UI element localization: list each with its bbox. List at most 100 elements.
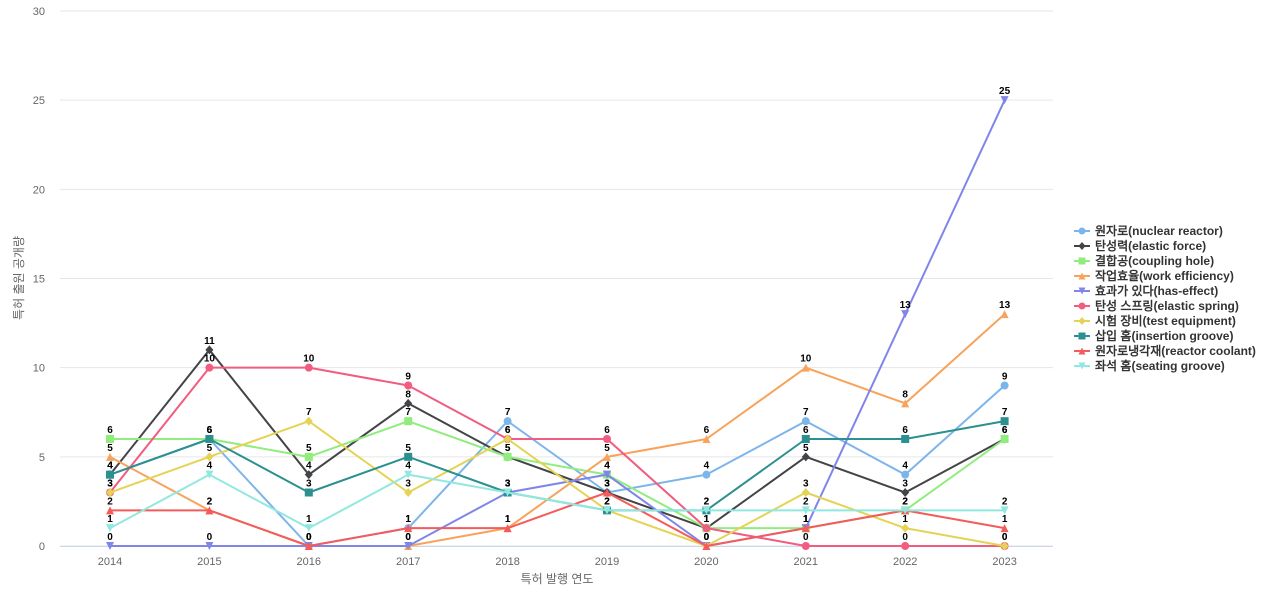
data-point[interactable] <box>801 524 810 533</box>
data-point[interactable] <box>801 452 810 462</box>
data-point[interactable] <box>304 363 313 372</box>
data-point[interactable] <box>106 470 114 479</box>
data-label: 1 <box>803 514 809 525</box>
data-point[interactable] <box>404 470 413 479</box>
data-point[interactable] <box>801 506 810 515</box>
legend-item[interactable]: 원자로냉각재(reactor coolant) <box>1074 343 1256 358</box>
data-point[interactable] <box>503 434 512 444</box>
data-point[interactable] <box>1000 524 1009 533</box>
data-point[interactable] <box>106 452 114 461</box>
data-label: 0 <box>306 532 312 543</box>
data-label: 1 <box>405 514 411 525</box>
legend[interactable]: 원자로(nuclear reactor)탄성력(elastic force)결합… <box>1074 223 1256 373</box>
series-line[interactable] <box>109 473 1005 530</box>
data-point[interactable] <box>702 524 711 533</box>
series-line[interactable] <box>110 491 1005 547</box>
data-label: 9 <box>1002 372 1008 383</box>
data-point[interactable] <box>901 542 910 550</box>
data-label: 3 <box>107 479 113 490</box>
data-point[interactable] <box>205 452 214 462</box>
data-point[interactable] <box>404 542 413 550</box>
data-point[interactable] <box>702 470 711 479</box>
legend-item[interactable]: 작업효율(work efficiency) <box>1074 268 1234 283</box>
data-label: 0 <box>803 532 809 543</box>
data-point[interactable] <box>603 470 611 479</box>
data-point[interactable] <box>106 435 114 443</box>
data-point[interactable] <box>1000 435 1009 443</box>
data-point[interactable] <box>603 452 611 461</box>
data-label: 0 <box>704 532 710 543</box>
data-point[interactable] <box>702 506 711 515</box>
legend-item[interactable]: 탄성력(elastic force) <box>1074 238 1206 253</box>
data-label: 9 <box>405 372 411 383</box>
legend-item[interactable]: 시험 장비(test equipment) <box>1074 313 1236 328</box>
data-point[interactable] <box>901 470 910 479</box>
data-point[interactable] <box>404 417 413 426</box>
data-point[interactable] <box>106 506 114 515</box>
legend-item[interactable]: 원자로(nuclear reactor) <box>1074 223 1223 238</box>
data-point[interactable] <box>1000 541 1009 551</box>
data-point[interactable] <box>503 524 512 533</box>
data-point[interactable] <box>404 488 413 497</box>
data-point[interactable] <box>801 488 810 497</box>
data-point[interactable] <box>503 417 512 426</box>
data-point[interactable] <box>304 524 313 533</box>
data-point[interactable] <box>603 488 611 497</box>
data-point[interactable] <box>205 363 214 372</box>
data-label: 4 <box>107 461 113 472</box>
data-point[interactable] <box>901 488 910 497</box>
data-label: 2 <box>604 496 610 507</box>
legend-item[interactable]: 효과가 있다(has-effect) <box>1074 283 1218 298</box>
data-point[interactable] <box>801 435 810 443</box>
data-point[interactable] <box>106 524 114 533</box>
data-label: 7 <box>1002 407 1008 418</box>
data-point[interactable] <box>901 523 910 533</box>
data-point[interactable] <box>1000 310 1009 319</box>
data-point[interactable] <box>106 542 114 550</box>
legend-item[interactable]: 좌석 홈(seating groove) <box>1074 358 1225 373</box>
data-point[interactable] <box>603 435 611 443</box>
data-point[interactable] <box>404 524 413 533</box>
data-point[interactable] <box>702 542 711 550</box>
data-point[interactable] <box>404 452 413 461</box>
data-point[interactable] <box>1000 96 1009 105</box>
data-point[interactable] <box>901 399 910 408</box>
data-point[interactable] <box>205 345 214 355</box>
data-point[interactable] <box>801 417 810 426</box>
data-point[interactable] <box>304 542 313 550</box>
data-point[interactable] <box>404 381 413 390</box>
y-tick-label: 25 <box>33 95 45 107</box>
data-point[interactable] <box>503 488 512 497</box>
data-point[interactable] <box>106 488 114 497</box>
data-point[interactable] <box>304 488 313 497</box>
data-point[interactable] <box>1000 506 1009 515</box>
series-line[interactable] <box>109 384 1006 547</box>
data-point[interactable] <box>304 470 313 480</box>
data-point[interactable] <box>304 416 313 426</box>
data-point[interactable] <box>1000 417 1009 426</box>
data-point[interactable] <box>801 363 810 372</box>
data-point[interactable] <box>1000 381 1009 390</box>
data-point[interactable] <box>205 470 214 479</box>
legend-item[interactable]: 삽입 홈(insertion groove) <box>1074 328 1233 343</box>
data-point[interactable] <box>304 452 313 461</box>
data-label: 1 <box>505 514 511 525</box>
data-point[interactable] <box>603 506 611 515</box>
data-point[interactable] <box>801 542 810 550</box>
data-point[interactable] <box>205 506 214 515</box>
data-point[interactable] <box>702 435 711 443</box>
data-label: 1 <box>704 514 710 525</box>
data-point[interactable] <box>901 310 910 319</box>
data-point[interactable] <box>901 435 910 443</box>
data-point[interactable] <box>901 506 910 515</box>
legend-item[interactable]: 탄성 스프링(elastic spring) <box>1074 298 1239 313</box>
series-line[interactable] <box>109 366 1005 547</box>
data-point[interactable] <box>205 435 214 443</box>
series-line[interactable] <box>110 99 1006 547</box>
data-point[interactable] <box>205 542 214 550</box>
legend-item[interactable]: 결합공(coupling hole) <box>1074 253 1214 268</box>
data-point[interactable] <box>404 398 413 408</box>
data-label: 3 <box>405 479 411 490</box>
data-point[interactable] <box>503 452 512 461</box>
